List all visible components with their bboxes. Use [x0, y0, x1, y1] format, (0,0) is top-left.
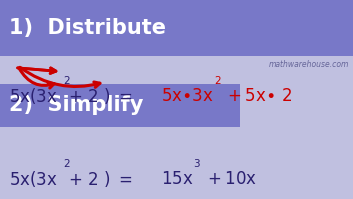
Text: $\mathregular{15x}$: $\mathregular{15x}$ [161, 170, 193, 188]
FancyBboxPatch shape [0, 84, 240, 127]
Text: $\mathregular{+ \ 2 \ ) \ =}$: $\mathregular{+ \ 2 \ ) \ =}$ [68, 169, 133, 189]
Text: $\mathregular{2}$: $\mathregular{2}$ [63, 74, 70, 86]
Text: $\mathregular{\ +10x}$: $\mathregular{\ +10x}$ [199, 170, 257, 188]
Text: $\mathregular{5x{\bullet}3x}$: $\mathregular{5x{\bullet}3x}$ [161, 87, 213, 104]
Text: 1)  Distribute: 1) Distribute [9, 18, 166, 38]
Text: $\mathregular{+ \ 2 \ ) \ =}$: $\mathregular{+ \ 2 \ ) \ =}$ [68, 86, 133, 105]
Text: $\mathregular{5x(3x}$: $\mathregular{5x(3x}$ [9, 169, 58, 189]
Text: 2)  Simplify: 2) Simplify [9, 96, 143, 115]
Text: $\mathregular{5x(3x}$: $\mathregular{5x(3x}$ [9, 86, 58, 105]
Text: $\mathregular{2}$: $\mathregular{2}$ [214, 74, 221, 86]
FancyBboxPatch shape [0, 0, 353, 56]
Text: $\mathregular{\ +5x{\bullet}\ 2}$: $\mathregular{\ +5x{\bullet}\ 2}$ [219, 87, 292, 104]
Text: $\mathregular{3}$: $\mathregular{3}$ [193, 157, 201, 169]
Text: mathwarehouse.com: mathwarehouse.com [269, 60, 349, 69]
Text: $\mathregular{2}$: $\mathregular{2}$ [63, 157, 70, 169]
